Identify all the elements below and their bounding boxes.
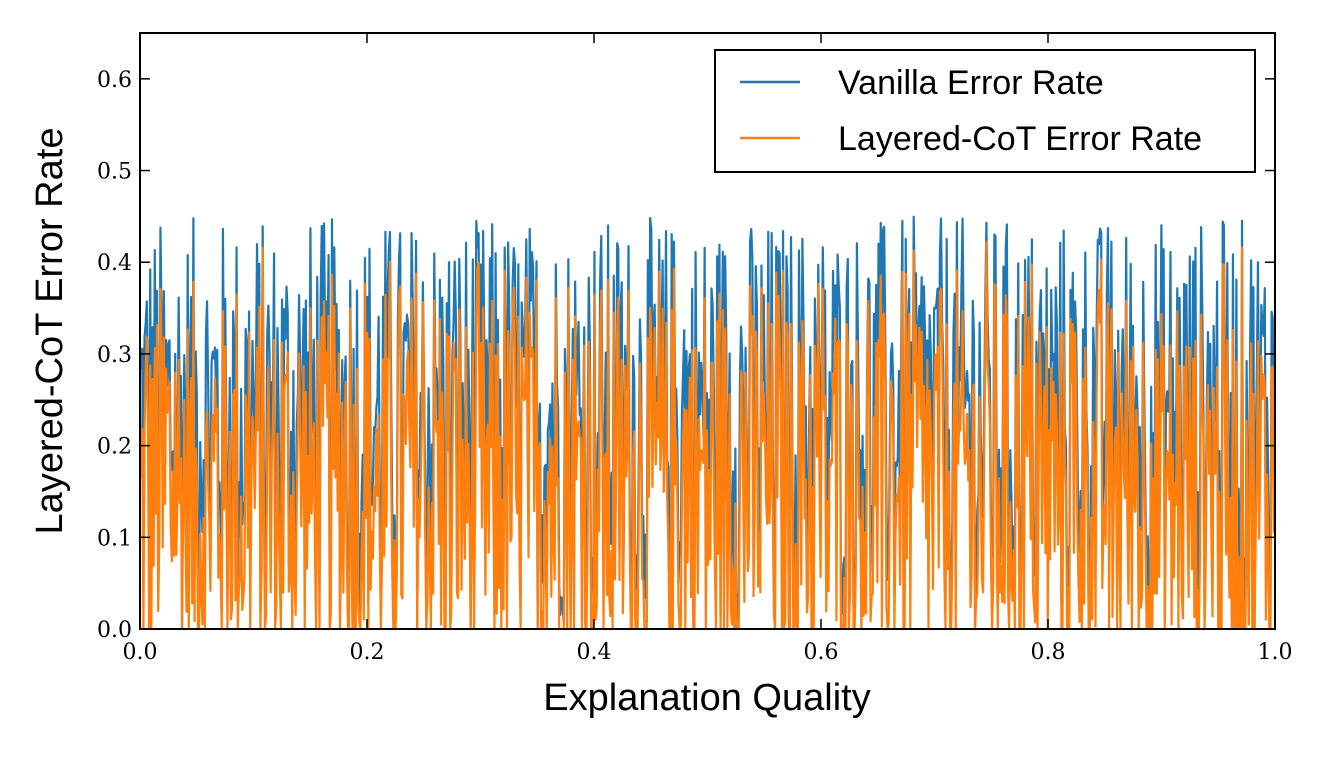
plot-frame <box>139 32 1276 630</box>
x-axis-title: Explanation Quality <box>543 677 870 719</box>
x-tick-label: 0.8 <box>1031 640 1066 665</box>
series-layer <box>140 215 1275 629</box>
x-tick-label: 1.0 <box>1258 640 1293 665</box>
x-tick-label: 0.2 <box>350 640 385 665</box>
y-tick-label: 0.2 <box>97 435 132 460</box>
y-tick-label: 0.0 <box>97 618 132 643</box>
x-tick-label: 0.6 <box>804 640 839 665</box>
x-tick-label: 0.4 <box>577 640 612 665</box>
x-tick-label: 0.0 <box>123 640 158 665</box>
legend: Vanilla Error Rate Layered-CoT Error Rat… <box>714 49 1256 173</box>
y-tick-label: 0.3 <box>97 343 132 368</box>
legend-label-layered-cot: Layered-CoT Error Rate <box>838 120 1202 158</box>
y-tick-label: 0.6 <box>97 68 132 93</box>
y-tick-label: 0.5 <box>97 160 132 185</box>
legend-label-vanilla: Vanilla Error Rate <box>838 64 1104 102</box>
ticks-layer <box>139 33 1276 630</box>
tick-labels: 0.0 0.2 0.4 0.6 0.8 1.0 0.0 0.1 0.2 0.3 0.4 0.5 0.6 <box>97 68 1293 665</box>
y-tick-label: 0.4 <box>97 251 132 276</box>
y-tick-label: 0.1 <box>97 526 132 551</box>
legend-box <box>714 49 1256 173</box>
y-axis-title: Layered-CoT Error Rate <box>29 128 71 535</box>
series-line-layered-cot <box>140 240 1275 629</box>
